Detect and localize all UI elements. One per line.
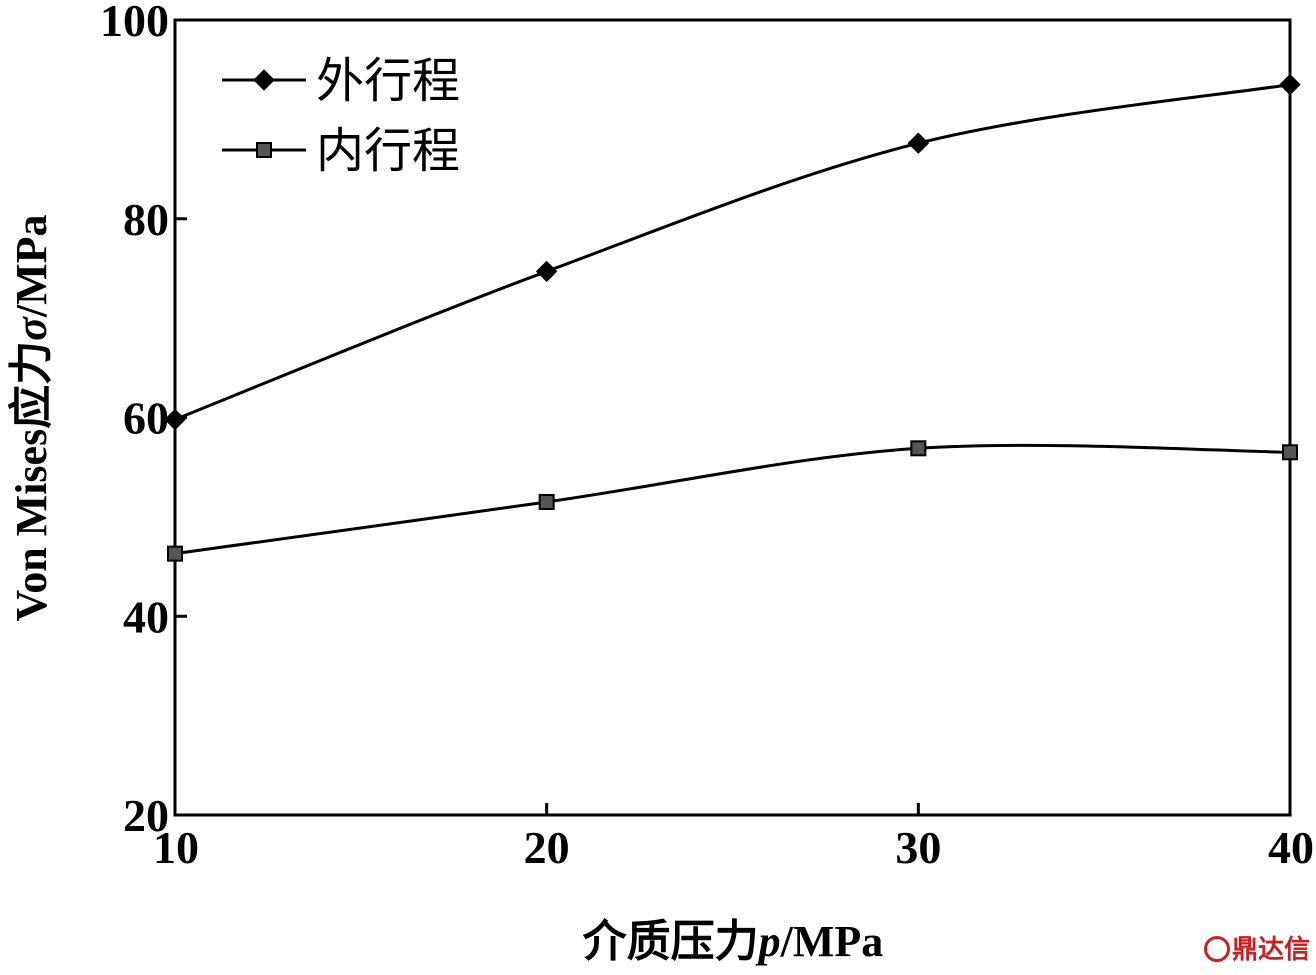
legend-label: 外行程 [316,55,460,108]
watermark-icon [1203,936,1230,962]
data-point [907,132,930,154]
data-point [167,545,183,562]
series-2 [167,440,1298,562]
legend-label: 内行程 [316,125,460,178]
data-point [538,493,555,510]
y-tick-label: 20 [123,790,169,841]
x-tick-label: 10 [153,822,199,873]
watermark-logo: 鼎达信 [1203,929,1310,966]
legend-entry: 内行程 [222,125,460,178]
series-line [174,83,1291,421]
y-tick-label: 40 [123,591,169,642]
data-point [535,260,558,283]
data-point [910,440,927,457]
y-tick-label: 60 [123,393,169,444]
watermark-text: 鼎达信 [1231,935,1310,965]
y-tick-label: 100 [100,0,169,46]
y-axis-label-unit: /MPa [7,214,56,318]
series-layer [164,73,1301,562]
x-tick-label: 40 [1268,822,1314,873]
y-axis-label-prefix: Von Mises应力 [7,341,56,622]
x-axis-label-variable: p [755,917,781,966]
y-axis-label: Von Mises应力σ/MPa [7,214,56,621]
x-axis-label-prefix: 介质压力 [583,917,759,966]
x-tick-label: 20 [524,822,570,873]
x-axis-label-unit: /MPa [780,917,884,966]
y-axis-label-variable: σ [7,316,56,341]
legend-entry: 外行程 [222,55,460,108]
data-point [1279,73,1301,96]
data-point [1282,444,1298,461]
y-tick-label: 80 [123,194,169,245]
data-point [164,408,186,431]
legend-marker [256,142,272,158]
x-tick-label: 30 [895,822,941,873]
series-line [174,443,1291,556]
legend-marker [253,69,275,91]
series-1 [164,73,1301,431]
x-axis-label: 介质压力p/MPa [583,917,884,966]
